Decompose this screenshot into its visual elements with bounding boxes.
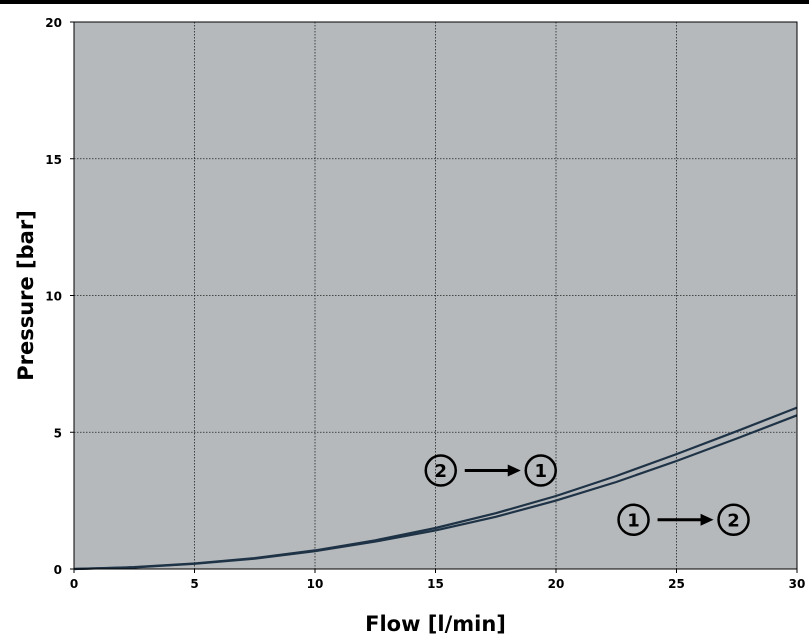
port-circle-icon [717, 503, 750, 537]
x-axis-title: Flow [l/min] [365, 612, 506, 636]
port-circle-icon [617, 503, 650, 537]
series-lines [73, 406, 798, 571]
x-tick-label: 10 [307, 577, 324, 591]
x-tick-label: 30 [789, 577, 806, 591]
annotations: 2 11 2 [424, 454, 750, 537]
x-tick-label: 5 [190, 577, 198, 591]
y-tick-label: 5 [54, 426, 62, 440]
y-axis-title: Pressure [bar] [14, 210, 38, 381]
x-tick-label: 0 [70, 577, 78, 591]
plot-border [73, 21, 798, 570]
y-tick-label: 20 [45, 16, 62, 30]
x-tick-label: 20 [548, 577, 565, 591]
port-circle-icon [524, 454, 557, 487]
y-tick-label: 15 [45, 153, 62, 167]
y-tick-label: 0 [54, 563, 62, 577]
port-circle-icon [424, 454, 457, 487]
grid-lines [74, 22, 797, 569]
top-border [0, 0, 809, 4]
port-to-label: 2 [727, 510, 740, 531]
port-to-label: 1 [534, 461, 547, 482]
x-tick-label: 15 [427, 577, 444, 591]
y-tick-label: 10 [45, 290, 62, 304]
tick-labels: 0 5 10 15 20 25 30 0 5 10 15 20 [45, 16, 805, 591]
arrow-right-icon [700, 513, 714, 526]
x-tick-label: 25 [668, 577, 685, 591]
series-line-2 [73, 414, 798, 571]
port-from-label: 2 [434, 461, 447, 482]
port-from-label: 1 [627, 510, 640, 531]
arrow-right-icon [507, 464, 521, 477]
